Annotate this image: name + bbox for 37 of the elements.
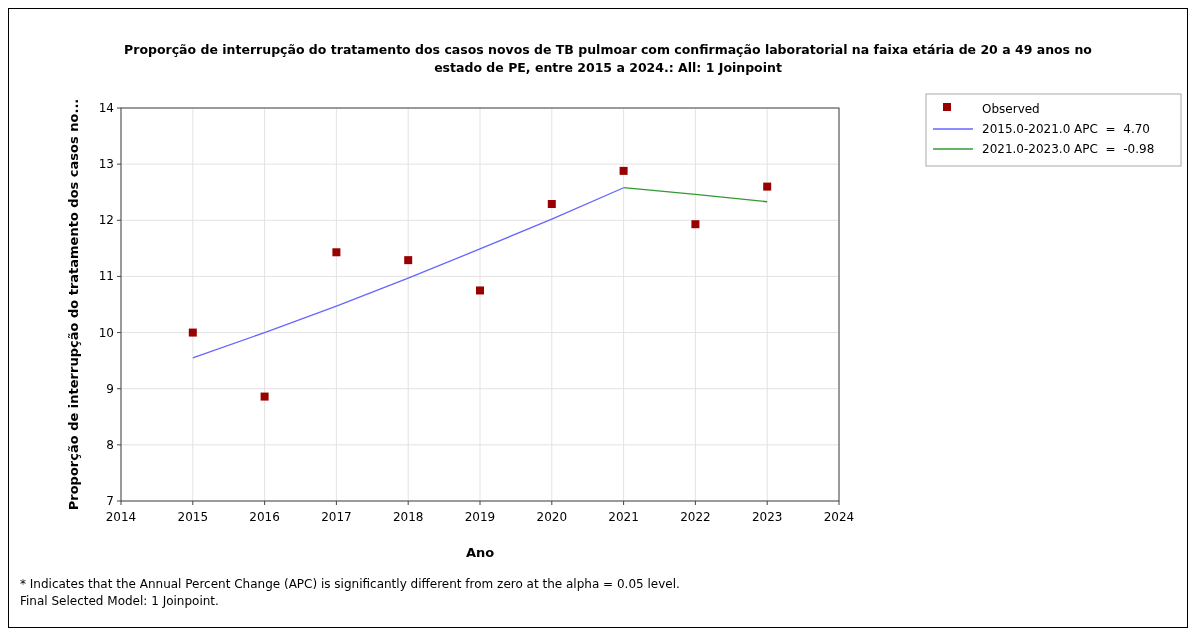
- point: [619, 166, 628, 175]
- x-tick-label: 2024: [823, 510, 855, 524]
- y-tick-label: 12: [98, 213, 114, 228]
- text: * Indicates that the Annual Percent Change (APC) is significantly different from zero at the alpha = 0.05 level.: [20, 577, 680, 591]
- x-tick-label: 2016: [249, 510, 280, 524]
- x-tick-label: 2015: [177, 510, 209, 524]
- x-tick-label: 2021: [608, 510, 639, 524]
- point: [547, 200, 556, 208]
- point: [332, 248, 341, 257]
- x-tick-label: 2019: [464, 510, 496, 524]
- point: [476, 286, 484, 295]
- point: [691, 220, 700, 229]
- x-tick-label: 2018: [392, 510, 424, 524]
- legend-label: 2015.0-2021.0 APC = 4.70: [982, 122, 1150, 136]
- x-tick-label: 2017: [321, 510, 352, 524]
- point: [404, 256, 413, 265]
- y-tick-label: 9: [106, 381, 114, 396]
- x-tick-label: 2022: [680, 510, 711, 524]
- text: Observed: [982, 102, 1040, 116]
- point: [260, 392, 269, 401]
- y-tick-label: 8: [106, 437, 114, 452]
- y-tick-label: 11: [98, 269, 114, 284]
- x-tick-label: 2020: [536, 510, 568, 524]
- y-tick-label: 10: [98, 325, 114, 340]
- text: Final Selected Model: 1 Joinpoint.: [20, 594, 219, 608]
- x-tick-label: 2023: [751, 510, 783, 524]
- line-series: [192, 187, 625, 359]
- chart-title: Proporção de interrupção do tratamento dos casos novos de TB pulmoar com confirmação laboratorial na faixa etária de 20 a 49 anos no estado de PE, entre 2015 a 2024.: All: 1 Joinpoint: [124, 42, 1093, 75]
- y-axis-title: Proporção de interrupção do tratamento dos casos no...: [66, 98, 81, 511]
- y-tick-label: 14: [98, 101, 114, 115]
- legend-label: 2021.0-2023.0 APC = -0.98: [982, 142, 1155, 156]
- y-tick-label: 13: [98, 157, 114, 172]
- x-axis-title: Ano: [465, 545, 495, 560]
- point: [763, 182, 772, 191]
- x-tick-label: 2014: [105, 510, 137, 524]
- point: [188, 328, 197, 337]
- y-tick-label: 7: [106, 494, 114, 508]
